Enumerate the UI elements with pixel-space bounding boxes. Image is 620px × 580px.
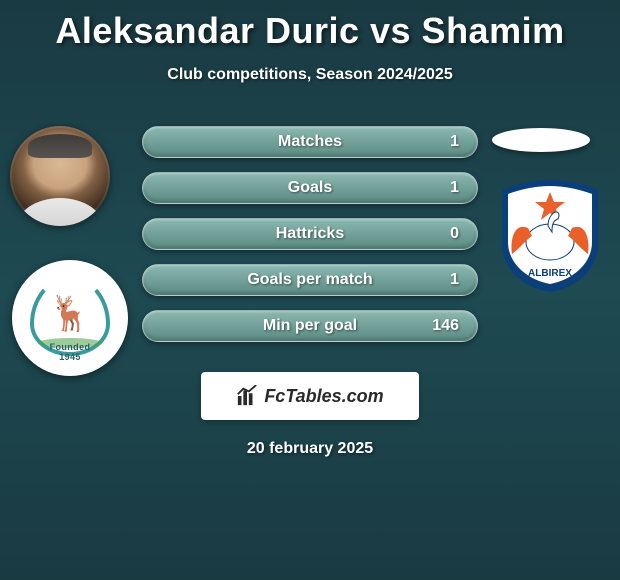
stat-label: Goals per match — [247, 271, 372, 289]
deer-icon: 🦌 — [49, 297, 91, 331]
stat-row-hattricks: Hattricks 0 — [142, 218, 478, 250]
stat-label: Matches — [278, 133, 342, 151]
stat-row-goals: Goals 1 — [142, 172, 478, 204]
stat-label: Hattricks — [276, 225, 344, 243]
stat-row-min-per-goal: Min per goal 146 — [142, 310, 478, 342]
branding-text: FcTables.com — [264, 386, 383, 407]
crest-left-year: Founded 1945 — [24, 342, 116, 362]
chart-icon — [236, 385, 258, 407]
branding-box: FcTables.com — [201, 372, 419, 420]
stat-value: 146 — [432, 317, 459, 335]
player-left-avatar — [10, 126, 110, 226]
svg-text:ALBIREX: ALBIREX — [528, 268, 572, 279]
subtitle: Club competitions, Season 2024/2025 — [0, 66, 620, 84]
stat-value: 1 — [450, 133, 459, 151]
player-right-oval — [492, 128, 590, 152]
stat-row-matches: Matches 1 — [142, 126, 478, 158]
stat-label: Goals — [288, 179, 332, 197]
stat-value: 1 — [450, 271, 459, 289]
stat-value: 0 — [450, 225, 459, 243]
club-left-crest: 🦌 Founded 1945 — [12, 260, 128, 376]
stat-value: 1 — [450, 179, 459, 197]
footer-date: 20 february 2025 — [0, 440, 620, 458]
page-title: Aleksandar Duric vs Shamim — [0, 0, 620, 52]
stat-label: Min per goal — [263, 317, 357, 335]
stat-row-goals-per-match: Goals per match 1 — [142, 264, 478, 296]
club-right-crest: ALBIREX — [498, 178, 602, 294]
